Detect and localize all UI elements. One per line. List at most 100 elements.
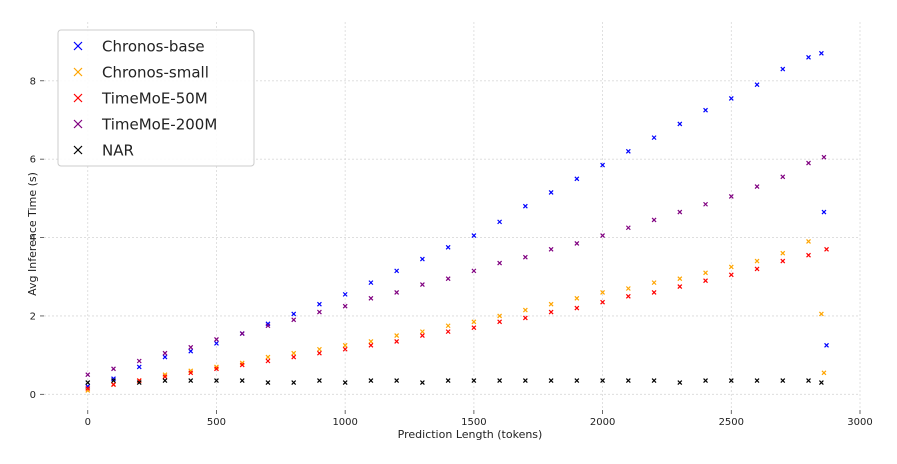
data-point bbox=[497, 260, 503, 266]
data-point bbox=[703, 201, 708, 207]
data-point bbox=[625, 225, 631, 231]
data-point bbox=[574, 305, 580, 311]
data-point bbox=[291, 311, 297, 317]
data-point bbox=[214, 340, 219, 346]
data-point bbox=[445, 329, 451, 335]
data-point bbox=[291, 317, 297, 323]
data-point bbox=[317, 378, 322, 384]
data-point bbox=[317, 309, 322, 315]
data-point bbox=[317, 301, 322, 307]
data-point bbox=[806, 54, 811, 60]
legend-item: Chronos-base bbox=[73, 38, 205, 56]
data-point bbox=[342, 380, 348, 385]
x-axis-label: Prediction Length (tokens) bbox=[398, 428, 543, 441]
data-point bbox=[806, 239, 811, 244]
data-point bbox=[136, 364, 142, 370]
legend-box bbox=[57, 29, 255, 167]
legend-marker bbox=[73, 41, 83, 51]
data-point bbox=[780, 66, 786, 72]
data-point bbox=[703, 278, 708, 284]
data-point bbox=[265, 380, 271, 385]
data-point bbox=[824, 342, 829, 348]
data-point bbox=[394, 338, 400, 344]
data-point bbox=[317, 346, 322, 352]
data-point bbox=[821, 370, 827, 376]
data-point bbox=[780, 378, 786, 384]
data-point bbox=[265, 323, 271, 329]
legend-label: TimeMoE-50M bbox=[101, 90, 208, 108]
data-point bbox=[677, 284, 683, 289]
legend-item: TimeMoE-200M bbox=[73, 116, 217, 134]
data-point bbox=[677, 209, 683, 215]
data-point bbox=[445, 276, 451, 282]
data-point bbox=[419, 256, 425, 262]
series-chronos-small bbox=[85, 239, 827, 393]
y-tick-label: 8 bbox=[30, 76, 36, 87]
data-point bbox=[548, 378, 554, 384]
legend-label: Chronos-base bbox=[102, 38, 205, 56]
data-point bbox=[728, 264, 734, 270]
data-point bbox=[600, 378, 606, 384]
data-point bbox=[548, 190, 554, 195]
data-point bbox=[522, 378, 528, 384]
data-point bbox=[625, 293, 631, 299]
data-point bbox=[703, 378, 708, 384]
legend-label: Chronos-small bbox=[102, 64, 209, 82]
data-point bbox=[522, 307, 528, 313]
data-point bbox=[136, 358, 142, 364]
data-point bbox=[291, 380, 297, 385]
data-point bbox=[342, 291, 348, 297]
data-point bbox=[780, 174, 786, 180]
data-point bbox=[625, 378, 631, 384]
legend-marker bbox=[73, 145, 83, 155]
data-point bbox=[806, 378, 811, 384]
y-tick-label: 2 bbox=[30, 311, 36, 322]
data-point bbox=[754, 266, 760, 272]
data-point bbox=[188, 378, 194, 384]
data-point bbox=[600, 233, 606, 239]
data-point bbox=[651, 378, 657, 384]
data-point bbox=[471, 233, 477, 239]
data-point bbox=[821, 154, 827, 160]
data-point bbox=[368, 342, 374, 348]
data-point bbox=[548, 309, 554, 315]
data-point bbox=[342, 346, 348, 352]
data-point bbox=[162, 378, 168, 384]
data-point bbox=[239, 331, 245, 337]
data-point bbox=[471, 319, 477, 325]
data-point bbox=[806, 252, 811, 258]
data-point bbox=[394, 268, 400, 274]
data-point bbox=[317, 350, 322, 356]
y-tick-label: 4 bbox=[30, 233, 36, 244]
legend-item: Chronos-small bbox=[73, 64, 209, 82]
data-point bbox=[111, 378, 116, 384]
data-point bbox=[291, 354, 297, 360]
data-point bbox=[162, 374, 168, 380]
data-point bbox=[651, 217, 657, 223]
data-point bbox=[394, 378, 400, 384]
legend-marker bbox=[73, 67, 83, 77]
data-point bbox=[703, 107, 708, 113]
data-point bbox=[728, 95, 734, 101]
data-point bbox=[188, 348, 194, 354]
data-point bbox=[445, 244, 451, 250]
series-nar bbox=[85, 378, 824, 385]
data-point bbox=[548, 246, 554, 252]
data-point bbox=[703, 270, 708, 276]
data-point bbox=[651, 280, 657, 286]
data-point bbox=[368, 338, 374, 344]
x-tick-label: 1000 bbox=[332, 417, 357, 428]
y-axis-label: Avg Inference Time (s) bbox=[26, 172, 39, 296]
data-point bbox=[728, 272, 734, 278]
data-point bbox=[625, 286, 631, 291]
data-point bbox=[780, 250, 786, 256]
data-point bbox=[368, 378, 374, 384]
data-point bbox=[806, 160, 811, 166]
data-point bbox=[522, 254, 528, 260]
data-point bbox=[471, 325, 477, 331]
data-point bbox=[85, 380, 91, 385]
data-point bbox=[342, 342, 348, 348]
data-point bbox=[574, 176, 580, 182]
legend-label: TimeMoE-200M bbox=[101, 116, 217, 134]
